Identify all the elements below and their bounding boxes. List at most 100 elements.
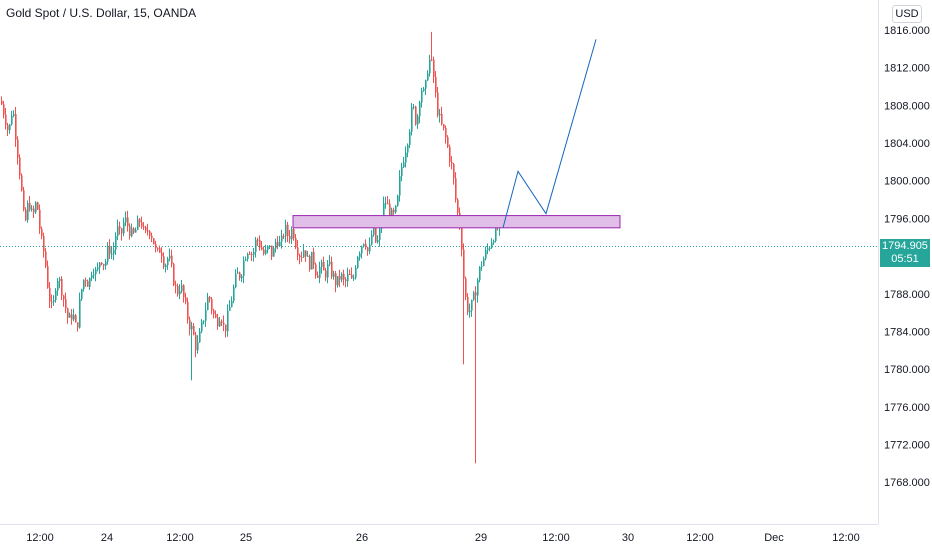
candle-body [215,314,217,318]
candle-body [495,224,497,242]
candle-body [409,131,411,145]
candle-body [35,202,37,213]
candle-body [125,217,127,223]
y-tick-label: 1788.000 [884,289,930,301]
candle-body [239,272,241,279]
y-tick-label: 1768.000 [884,477,930,489]
candle-body [235,273,237,288]
candle-body [279,241,281,246]
candle-body [231,300,233,307]
candle-body [209,296,211,299]
candle-body [417,116,419,125]
candle-body [287,224,289,237]
candle-body [41,228,43,236]
y-tick-label: 1784.000 [884,326,930,338]
last-price-value: 1794.905 [882,240,928,252]
candle-body [377,240,379,243]
x-tick-label: 24 [101,532,113,544]
candle-body [29,203,31,210]
candle-body [233,287,235,301]
candle-body [247,253,249,260]
candle-body [187,301,189,320]
candle-body [487,248,489,251]
candle-body [133,228,135,233]
candle-body [345,279,347,282]
time-axis[interactable]: 12:00 24 12:00 25 26 29 12:00 30 12:00 Dec 12:00 [26,532,860,544]
candle-body [137,219,139,230]
candle-body [223,322,225,325]
candle-body [143,226,145,228]
candle-body [449,146,451,162]
candle-body [183,285,185,298]
candle-body [319,267,321,278]
candle-body [227,310,229,332]
candle-body [167,258,169,266]
candle-body [313,251,315,265]
candle-body [207,296,209,310]
candle-body [127,217,129,227]
candle-body [33,208,35,213]
candle-body [19,157,21,176]
candle-body [421,90,423,103]
candle-body [49,287,51,302]
candle-body [57,281,59,291]
candle-body [55,290,57,300]
candle-body [283,235,285,237]
candle-body [357,257,359,268]
candle-body [447,137,449,147]
candle-body [315,264,317,276]
candle-body [59,278,61,282]
candle-body [301,257,303,259]
candle-body [71,314,73,320]
candle-body [201,321,203,332]
candle-body [99,262,101,268]
projection-path[interactable] [502,39,597,228]
candle-body [155,244,157,249]
candle-body [123,222,125,234]
candle-body [385,203,387,205]
candle-body [249,253,251,255]
candle-body [289,236,291,240]
candle-body [39,209,41,229]
candle-body [397,195,399,206]
candle-body [243,260,245,277]
candle-body [321,261,323,268]
candle-body [191,325,193,330]
candle-body [429,59,431,74]
candle-body [251,254,253,256]
candle-body [481,265,483,267]
resistance-zone[interactable] [292,215,621,229]
candle-body [451,161,453,164]
candle-body [145,227,147,231]
candle-body [53,299,55,302]
candle-body [135,229,137,233]
candle-body [205,309,207,321]
candle-body [157,248,159,250]
candle-body [307,255,309,257]
candle-body [317,275,319,278]
candle-body [441,113,443,125]
candle-body [325,270,327,278]
candle-body [91,275,93,278]
x-tick-label: 12:00 [26,532,54,544]
candle-body [455,178,457,200]
candle-body [117,226,119,236]
candles-group [1,31,501,464]
candle-body [369,244,371,252]
candle-body [311,251,313,270]
price-axis[interactable]: 1768.000 1772.000 1776.000 1780.000 1784.000… [884,25,930,489]
currency-button[interactable]: USD [892,5,922,23]
candle-body [95,269,97,275]
candle-body [275,241,277,249]
y-tick-label: 1772.000 [884,439,930,451]
candle-body [305,250,307,257]
candle-body [225,324,227,332]
candle-body [77,322,79,328]
candle-body [213,310,215,315]
candle-body [15,113,17,140]
candle-body [425,80,427,89]
candle-body [299,255,301,258]
last-price-tag: 1794.905 05:51 [880,239,930,267]
candle-body [399,176,401,196]
